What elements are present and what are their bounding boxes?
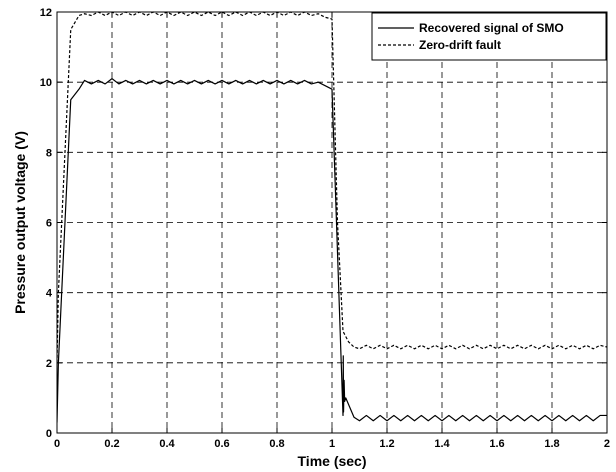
- y-tick-label: 4: [46, 288, 53, 300]
- x-tick-label: 2: [604, 438, 610, 450]
- y-tick-label: 2: [46, 358, 52, 370]
- x-tick-label: 1: [329, 438, 335, 450]
- y-tick-label: 8: [46, 147, 52, 159]
- x-axis-label: Time (sec): [298, 453, 367, 469]
- legend-label-2: Zero-drift fault: [419, 38, 501, 52]
- series-group: [57, 11, 607, 423]
- y-tick-label: 6: [46, 218, 52, 230]
- x-tick-label: 0.6: [214, 438, 229, 450]
- x-tick-label: 0.2: [104, 438, 119, 450]
- y-axis-label: Pressure output voltage (V): [12, 131, 28, 314]
- axis-ticks: 0 0.2 0.4 0.6 0.8 1 1.2 1.4 1.6 1.8 2 0 2 4 6 8 10 12: [40, 7, 610, 450]
- x-tick-label: 1.4: [434, 438, 450, 450]
- x-tick-label: 0.4: [159, 438, 175, 450]
- x-tick-label: 0: [54, 438, 60, 450]
- legend-box: [371, 12, 607, 61]
- y-tick-label: 12: [40, 7, 52, 19]
- y-tick-label: 10: [40, 77, 52, 89]
- legend-label-1: Recovered signal of SMO: [419, 21, 564, 35]
- x-tick-label: 1.8: [544, 438, 559, 450]
- y-tick-label: 0: [46, 428, 52, 440]
- x-tick-label: 1.2: [379, 438, 394, 450]
- legend: Recovered signal of SMO Zero-drift fault: [371, 12, 607, 61]
- x-tick-label: 1.6: [489, 438, 504, 450]
- x-tick-label: 0.8: [269, 438, 284, 450]
- series-line-1: [57, 78, 607, 423]
